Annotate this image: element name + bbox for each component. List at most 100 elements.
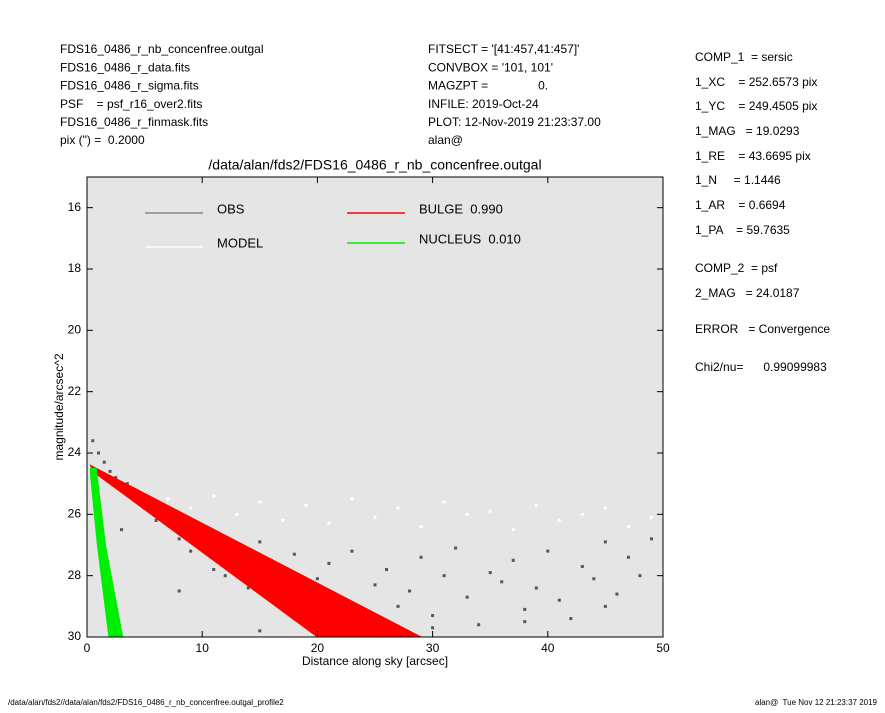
data-point	[91, 439, 95, 443]
header-right-line: ERROR = Convergence	[695, 322, 830, 336]
plot-frame	[86, 176, 664, 638]
x-tick-label: 40	[541, 641, 555, 655]
data-point	[373, 583, 377, 587]
data-point	[419, 525, 423, 529]
x-tick-label: 20	[311, 641, 325, 655]
header-middle-line: CONVBOX = '101, 101'	[428, 60, 553, 74]
data-point	[592, 577, 596, 581]
data-point	[350, 549, 354, 553]
header-right-line: 1_RE = 43.6695 pix	[695, 149, 811, 163]
data-point	[465, 512, 469, 516]
data-point	[350, 497, 354, 501]
header-left-line: FDS16_0486_r_sigma.fits	[60, 79, 199, 93]
header-right-line: 1_AR = 0.6694	[695, 198, 786, 212]
header-right-line: 2_MAG = 24.0187	[695, 286, 800, 300]
data-point	[373, 515, 377, 519]
legend-label: NUCLEUS 0.010	[419, 231, 521, 246]
data-point	[258, 540, 262, 544]
header-left-line: FDS16_0486_r_data.fits	[60, 60, 190, 74]
data-point	[534, 503, 538, 507]
header-right-line: 1_XC = 252.6573 pix	[695, 75, 817, 89]
data-point	[626, 525, 630, 529]
model-band	[89, 467, 124, 637]
x-tick-label: 30	[426, 641, 440, 655]
data-point	[615, 592, 619, 596]
data-point	[212, 568, 216, 572]
header-right-line: Chi2/nu= 0.99099983	[695, 360, 827, 374]
header-middle-line: alan@	[428, 133, 463, 147]
header-middle-line: INFILE: 2019-Oct-24	[428, 97, 539, 111]
data-point	[569, 617, 573, 621]
data-point	[396, 604, 400, 608]
y-tick-label: 22	[68, 384, 82, 398]
data-point	[281, 518, 285, 522]
header-middle-line: FITSECT = '[41:457,41:457]'	[428, 42, 579, 56]
data-point	[580, 564, 584, 568]
y-tick-label: 18	[68, 261, 82, 275]
data-point	[97, 451, 101, 455]
data-point	[442, 574, 446, 578]
footer-left: /data/alan/fds2//data/alan/fds2/FDS16_04…	[8, 698, 284, 707]
data-point	[603, 540, 607, 544]
x-axis-label: Distance along sky [arcsec]	[302, 654, 448, 668]
data-point	[315, 577, 319, 581]
data-point	[649, 515, 653, 519]
data-point	[511, 528, 515, 532]
y-tick-label: 20	[68, 323, 82, 337]
data-point	[114, 476, 118, 480]
x-tick-label: 0	[84, 641, 91, 655]
data-point	[327, 522, 331, 526]
data-point	[603, 604, 607, 608]
footer-right: alan@ Tue Nov 12 21:23:37 2019	[755, 698, 878, 707]
data-point	[166, 497, 170, 501]
chart-title: /data/alan/fds2/FDS16_0486_r_nb_concenfr…	[208, 157, 541, 173]
data-point	[396, 506, 400, 510]
plot-area	[87, 177, 663, 637]
data-point	[649, 537, 653, 541]
data-point	[454, 546, 458, 550]
data-point	[534, 586, 538, 590]
data-point	[120, 528, 124, 532]
data-point	[500, 580, 504, 584]
header-right-line: COMP_1 = sersic	[695, 50, 793, 64]
data-point	[258, 500, 262, 504]
data-point	[638, 574, 642, 578]
data-point	[442, 500, 446, 504]
data-point	[102, 460, 106, 464]
data-point	[511, 558, 515, 562]
header-left-line: FDS16_0486_r_finmask.fits	[60, 115, 208, 129]
header-left-line: PSF = psf_r16_over2.fits	[60, 97, 202, 111]
data-point	[523, 607, 527, 611]
data-point	[223, 574, 227, 578]
data-point	[304, 503, 308, 507]
data-point	[431, 614, 435, 618]
data-point	[488, 571, 492, 575]
data-point	[419, 555, 423, 559]
y-axis-label: magnitude/arcsec^2	[52, 353, 66, 460]
data-point	[235, 512, 239, 516]
data-point	[177, 537, 181, 541]
header-right-line: 1_PA = 59.7635	[695, 223, 790, 237]
data-point	[477, 623, 481, 627]
data-point	[189, 506, 193, 510]
data-point	[327, 561, 331, 565]
y-tick-label: 16	[68, 200, 82, 214]
header-right-line: 1_MAG = 19.0293	[695, 124, 800, 138]
data-point	[177, 589, 181, 593]
y-tick-label: 28	[68, 568, 82, 582]
data-point	[258, 629, 262, 633]
y-tick-label: 30	[68, 629, 82, 643]
x-tick-label: 10	[196, 641, 210, 655]
header-right-line: COMP_2 = psf	[695, 261, 778, 275]
header-left-line: FDS16_0486_r_nb_concenfree.outgal	[60, 42, 263, 56]
data-point	[108, 469, 112, 473]
x-tick-label: 50	[656, 641, 670, 655]
legend-label: MODEL	[217, 235, 263, 250]
data-point	[292, 552, 296, 556]
data-point	[580, 512, 584, 516]
data-point	[557, 598, 561, 602]
data-point	[125, 482, 129, 486]
header-middle-line: PLOT: 12-Nov-2019 21:23:37.00	[428, 115, 601, 129]
legend-label: OBS	[217, 201, 245, 216]
